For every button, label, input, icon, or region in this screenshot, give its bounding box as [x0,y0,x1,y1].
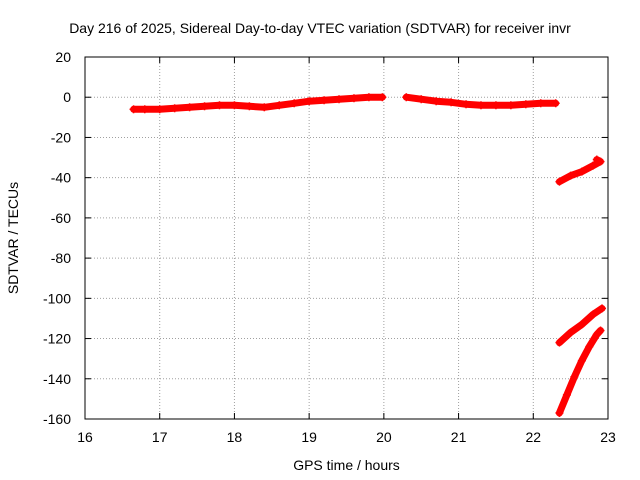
data-point [577,320,586,329]
data-point [417,95,426,104]
data-point [320,96,329,105]
data-point [566,328,575,337]
data-point [402,93,411,102]
data-point [592,155,601,164]
y-tick-label: -80 [51,250,71,266]
x-tick-label: 16 [77,429,93,445]
data-point [589,161,598,170]
data-point [521,100,530,109]
data-point [536,99,545,108]
data-point [562,390,571,399]
data-point [349,94,358,103]
data-point [555,338,564,347]
data-point [245,102,254,111]
series-5-band [555,327,604,417]
x-tick-label: 18 [227,429,243,445]
y-tick-label: -160 [43,411,71,427]
data-point [555,408,564,417]
data-point [290,99,299,108]
data-point [170,104,179,113]
x-tick-label: 20 [376,429,392,445]
data-point [585,342,594,351]
y-tick-label: -60 [51,210,71,226]
data-point [364,93,373,102]
data-point [596,326,605,335]
y-axis-ticks: 20 0 -20 -40 -60 -80 -100 -120 -140 -160 [43,49,608,427]
data-point [447,98,456,107]
data-point [566,171,575,180]
chart-title: Day 216 of 2025, Sidereal Day-to-day VTE… [69,20,571,36]
data-point [506,101,515,110]
x-axis-ticks: 16 17 18 19 20 21 22 23 [77,57,616,445]
y-tick-label: 0 [63,89,71,105]
data-point [589,310,598,319]
y-tick-label: -100 [43,290,71,306]
data-point [432,97,441,106]
series-1-band [130,93,386,113]
data-point [462,100,471,109]
x-tick-label: 17 [152,429,168,445]
data-point [215,101,224,110]
y-tick-label: -20 [51,129,71,145]
x-tick-label: 21 [451,429,467,445]
data-point [200,102,209,111]
data-point [378,93,387,102]
x-axis-label: GPS time / hours [293,457,400,473]
data-point [155,105,164,114]
data-point [577,356,586,365]
data-point [598,304,607,313]
plot-frame [84,56,609,420]
data-point [555,177,564,186]
data-point [260,103,269,112]
data-point [577,167,586,176]
data-point [570,372,579,381]
data-point [140,105,149,114]
x-tick-label: 22 [525,429,541,445]
data-point [305,97,314,106]
data-point [592,330,601,339]
data-point [230,101,239,110]
series-3-band [555,156,604,186]
y-tick-label: 20 [55,49,71,65]
y-tick-label: -40 [51,170,71,186]
y-tick-label: -120 [43,331,71,347]
data-point [491,101,500,110]
grid-lines [85,57,608,419]
y-tick-label: -140 [43,371,71,387]
data-point [335,95,344,104]
x-tick-label: 19 [301,429,317,445]
data-point [129,105,138,114]
data-point [185,103,194,112]
data-points [129,93,607,417]
x-tick-label: 23 [600,429,616,445]
data-point [551,99,560,108]
data-point [476,101,485,110]
y-axis-label: SDTVAR / TECUs [5,182,21,294]
data-point [275,101,284,110]
